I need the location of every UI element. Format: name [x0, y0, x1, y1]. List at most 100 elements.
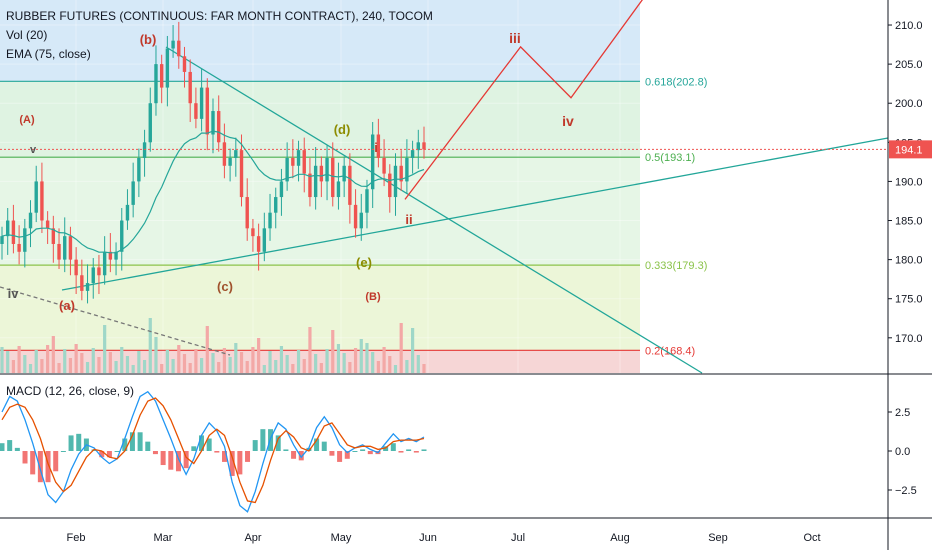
time-tick-label: Aug — [610, 532, 630, 544]
candle-body — [348, 165, 352, 205]
volume-bar — [336, 344, 341, 373]
candle-body — [296, 150, 301, 166]
volume-bar — [262, 365, 266, 373]
candle-body — [40, 181, 44, 221]
candle-body — [23, 228, 27, 252]
macd-histogram-bar — [237, 451, 243, 475]
macd-histogram-bar — [14, 447, 20, 451]
candle-body — [108, 251, 113, 260]
candle-body — [370, 134, 375, 190]
volume-bar — [57, 363, 61, 373]
volume-bar — [85, 362, 90, 373]
macd-histogram-bar — [306, 447, 312, 451]
volume-bar — [359, 339, 363, 373]
ema-indicator-label[interactable]: EMA (75, close) — [6, 47, 91, 61]
candle-body — [80, 275, 84, 291]
volume-bar — [17, 346, 21, 373]
wave-label: iii — [509, 30, 521, 46]
macd-histogram-bar — [183, 451, 189, 469]
wave-label: iv — [8, 286, 20, 301]
volume-bar — [205, 326, 209, 373]
last-price-badge[interactable] — [889, 140, 932, 159]
macd-histogram-bar — [129, 432, 135, 451]
volume-bar — [222, 348, 227, 373]
candle-body — [28, 212, 33, 229]
macd-histogram-bar — [206, 438, 212, 451]
macd-indicator-label[interactable]: MACD (12, 26, close, 9) — [6, 384, 135, 398]
fib-zone-low — [0, 265, 640, 351]
macd-tick-label: −2.5 — [895, 485, 917, 497]
wave-label: (c) — [217, 279, 233, 294]
time-tick-label: Jul — [511, 532, 525, 544]
candle-body — [422, 142, 426, 150]
volume-bar — [331, 330, 335, 373]
macd-histogram-bar — [337, 451, 343, 462]
macd-histogram-bar — [37, 451, 43, 483]
volume-bar — [142, 360, 147, 373]
candle-body — [182, 56, 187, 72]
signal-line — [1, 397, 425, 504]
candle-body — [239, 150, 244, 198]
macd-histogram-bar — [245, 451, 251, 462]
macd-histogram-bar — [421, 449, 427, 451]
volume-bar — [416, 355, 420, 373]
candle-body — [120, 220, 124, 252]
macd-histogram-bar — [152, 451, 158, 455]
volume-bar — [34, 350, 38, 373]
wave-label: (e) — [356, 255, 372, 270]
vol-indicator-label[interactable]: Vol (20) — [6, 28, 48, 42]
candle-body — [405, 157, 409, 182]
macd-histogram-bar — [283, 449, 289, 451]
candle-body — [0, 236, 4, 244]
volume-bar — [314, 354, 318, 373]
candle-body — [125, 204, 130, 221]
candle-body — [336, 181, 341, 198]
candle-body — [148, 103, 152, 143]
volume-bar — [302, 359, 306, 373]
downtrend-line — [165, 46, 703, 374]
wave-label: iv — [562, 113, 574, 129]
fib-zone-upper — [0, 0, 640, 82]
fib-level-label: 0.2(168.4) — [645, 345, 695, 357]
macd-histogram-bar — [191, 446, 197, 451]
macd-histogram-bar — [0, 443, 5, 451]
macd-histogram-bar — [252, 440, 258, 451]
wave-projection-line — [404, 0, 643, 200]
wave-label: i — [374, 140, 378, 155]
volume-bar — [108, 352, 112, 373]
macd-histogram-bar — [160, 451, 166, 466]
volume-bar — [51, 336, 55, 373]
macd-histogram-bar — [145, 441, 151, 451]
fib-zone-bottom — [0, 350, 640, 373]
volume-bar — [137, 351, 141, 373]
candle-body — [325, 157, 329, 182]
macd-histogram-bar — [398, 451, 404, 453]
volume-bar — [422, 364, 426, 373]
volume-bar — [399, 323, 403, 373]
volume-bar — [245, 361, 249, 373]
macd-histogram-bar — [76, 433, 82, 451]
volume-bar — [410, 328, 415, 373]
candle-body — [388, 173, 392, 198]
volume-bar — [80, 353, 84, 373]
candle-body — [165, 48, 170, 88]
macd-histogram-bar — [260, 429, 266, 451]
uptrend-line — [61, 137, 889, 291]
volume-bar — [228, 357, 232, 373]
volume-bar — [353, 348, 358, 373]
candle-body — [359, 212, 363, 229]
macd-histogram-bar — [222, 451, 228, 462]
macd-histogram-bar — [214, 451, 220, 453]
volume-bar — [177, 345, 181, 373]
volume-bar — [63, 349, 67, 373]
price-tick-label: 190.0 — [895, 176, 923, 188]
symbol-title[interactable]: RUBBER FUTURES (CONTINUOUS: FAR MONTH CO… — [6, 9, 433, 23]
volume-bar — [296, 350, 301, 373]
candle-body — [199, 87, 204, 119]
volume-bar — [120, 347, 124, 373]
candle-body — [114, 251, 118, 260]
macd-histogram-bar — [298, 451, 304, 461]
candle-body — [262, 228, 267, 252]
